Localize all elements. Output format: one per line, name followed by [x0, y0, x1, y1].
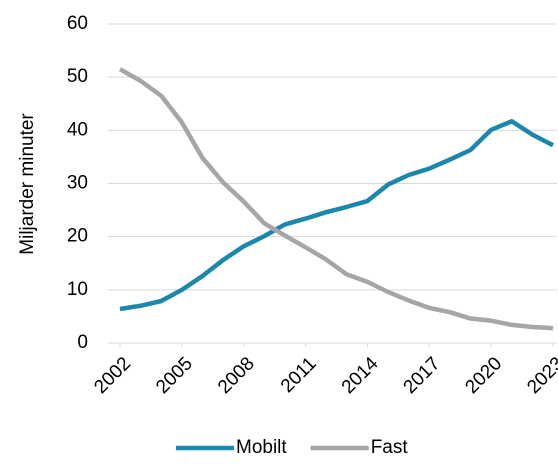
y-tick-label: 10 — [67, 279, 88, 300]
x-tick-label: 2020 — [461, 353, 506, 398]
x-tick-label: 2011 — [277, 353, 321, 397]
y-tick-label: 40 — [67, 119, 88, 140]
x-tick-label: 2008 — [214, 353, 259, 398]
legend-label: Mobilt — [236, 437, 287, 458]
y-tick-label: 50 — [67, 66, 88, 87]
x-tick-label: 2014 — [338, 353, 383, 398]
y-tick-label: 60 — [67, 13, 88, 34]
y-tick-label: 0 — [77, 332, 88, 353]
x-tick-label: 2017 — [400, 353, 445, 398]
legend-label: Fast — [371, 437, 409, 458]
series-line — [118, 67, 554, 331]
x-tick-label: 2005 — [152, 353, 197, 398]
series-line — [119, 119, 555, 312]
x-tick-label: 2023 — [523, 353, 558, 398]
y-tick-label: 30 — [67, 173, 88, 194]
x-tick-label: 2002 — [90, 353, 135, 398]
y-tick-label: 20 — [67, 226, 88, 247]
y-axis-label: Miljarder minuter — [17, 113, 38, 255]
